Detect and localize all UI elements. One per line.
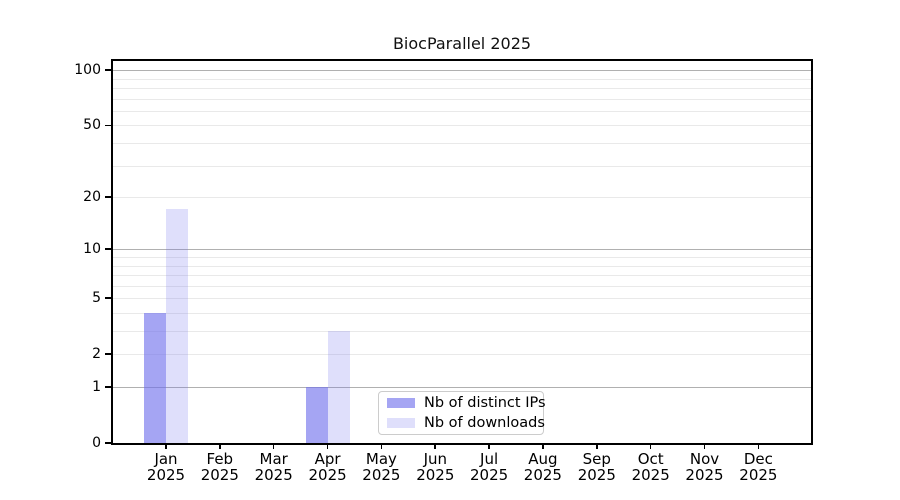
x-tick-label: Apr 2025 [308,450,347,484]
minor-gridline [113,125,811,127]
y-tick [105,297,111,299]
x-tick [649,443,652,449]
minor-gridline [113,165,811,167]
y-tick [105,248,111,250]
downloads-swatch [387,418,415,428]
right-spine [811,59,813,445]
bar-distinct-ips [305,387,328,443]
minor-gridline [113,110,811,112]
x-tick [326,443,329,449]
x-tick [596,443,598,449]
left-spine [111,59,113,445]
y-tick [105,69,111,71]
x-tick-label: May 2025 [362,450,401,484]
y-tick [105,353,111,355]
x-tick [703,443,706,449]
x-tick [488,443,490,449]
minor-gridline [113,142,811,144]
x-tick [380,443,383,449]
bar-downloads [166,209,188,443]
bar-downloads [327,331,350,443]
bar-distinct-ips [144,312,166,443]
major-gridline [113,69,811,72]
x-tick-label: Feb 2025 [200,450,239,484]
x-tick [165,443,167,449]
plot-area: 0 1 2 5 10 20 50 100 Jan 2025 Feb 2025 Mar 2025 Apr… [74,59,813,482]
bottom-spine [111,443,813,445]
minor-gridline [113,354,811,356]
y-tick-label: 10 [83,241,101,258]
minor-gridline [113,275,811,276]
y-tick-label: 20 [83,189,101,205]
minor-gridline [113,331,811,332]
major-gridline [113,386,811,389]
minor-gridline [113,285,811,287]
x-tick-label: Aug 2025 [523,450,562,484]
x-tick-label: Jan 2025 [146,450,186,484]
x-tick-label: Mar 2025 [254,450,293,484]
minor-gridline [113,265,811,267]
top-spine [111,59,813,61]
y-tick-label: 1 [92,379,101,395]
y-tick-label: 0 [92,435,101,451]
y-tick [105,196,111,198]
y-tick-label: 50 [83,117,101,134]
y-tick-label: 2 [92,346,101,363]
x-tick-label: Nov 2025 [685,450,724,484]
x-tick-label: Dec 2025 [739,450,778,484]
minor-gridline [113,312,811,314]
y-tick-label: 5 [92,290,101,307]
x-tick [219,443,221,449]
legend-row: Nb of downloads [387,415,545,431]
y-tick-label: 100 [74,62,101,79]
minor-gridline [113,78,811,80]
legend-label-downloads: Nb of downloads [424,415,545,431]
minor-gridline [113,298,811,300]
chart-title: BiocParallel 2025 [392,34,532,53]
x-tick [272,443,275,449]
x-tick-label: Jul 2025 [470,450,509,484]
y-tick [105,442,111,444]
legend-label-distinct-ips: Nb of distinct IPs [424,395,546,411]
major-gridline [113,249,811,251]
x-tick [434,443,436,449]
minor-gridline [113,197,811,198]
x-tick-label: Sep 2025 [577,450,616,484]
minor-gridline [113,98,811,100]
y-tick [105,386,111,388]
x-tick [542,443,544,449]
x-tick-label: Oct 2025 [631,450,670,484]
legend: Nb of distinct IPs Nb of downloads [378,391,546,435]
x-tick-label: Jun 2025 [416,450,455,484]
legend-row: Nb of distinct IPs [387,395,546,411]
distinct-ips-swatch [387,398,415,408]
x-tick [757,443,760,449]
minor-gridline [113,87,811,89]
minor-gridline [113,256,811,258]
y-tick [105,124,111,127]
